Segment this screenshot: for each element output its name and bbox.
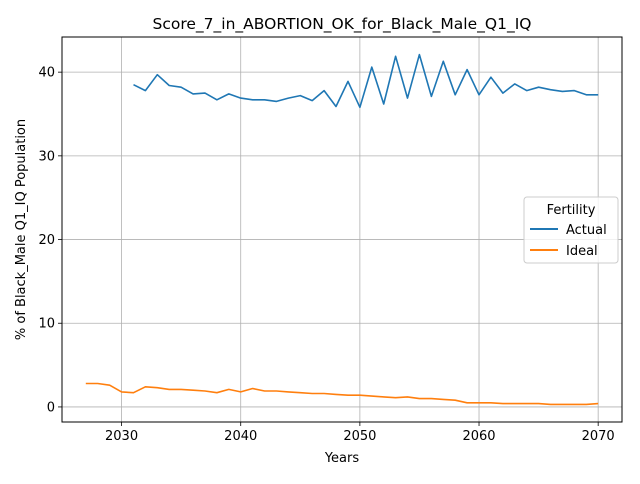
- y-tick-label: 40: [38, 66, 55, 81]
- y-axis-label: % of Black_Male Q1_IQ Population: [14, 119, 29, 340]
- y-tick-label: 10: [38, 317, 55, 332]
- x-tick-label: 2070: [582, 429, 615, 444]
- x-tick-label: 2050: [343, 429, 376, 444]
- chart-title: Score_7_in_ABORTION_OK_for_Black_Male_Q1…: [153, 15, 532, 34]
- y-tick-label: 30: [38, 149, 55, 164]
- series-layer: [85, 53, 599, 406]
- x-tick-label: 2060: [462, 429, 495, 444]
- legend-label-actual: Actual: [566, 223, 607, 238]
- series-line-ideal: [85, 382, 599, 406]
- legend: Fertility Actual Ideal: [523, 196, 619, 264]
- x-tick-label: 2040: [224, 429, 257, 444]
- legend-title: Fertility: [547, 203, 596, 218]
- legend-label-ideal: Ideal: [566, 244, 598, 259]
- y-tick-label: 20: [38, 233, 55, 248]
- legend-box: [523, 196, 619, 264]
- y-tick-label: 0: [47, 400, 55, 415]
- x-axis-label: Years: [324, 451, 360, 466]
- x-tick-label: 2030: [105, 429, 138, 444]
- series-line-actual: [133, 53, 599, 109]
- plot-frame: [61, 36, 623, 423]
